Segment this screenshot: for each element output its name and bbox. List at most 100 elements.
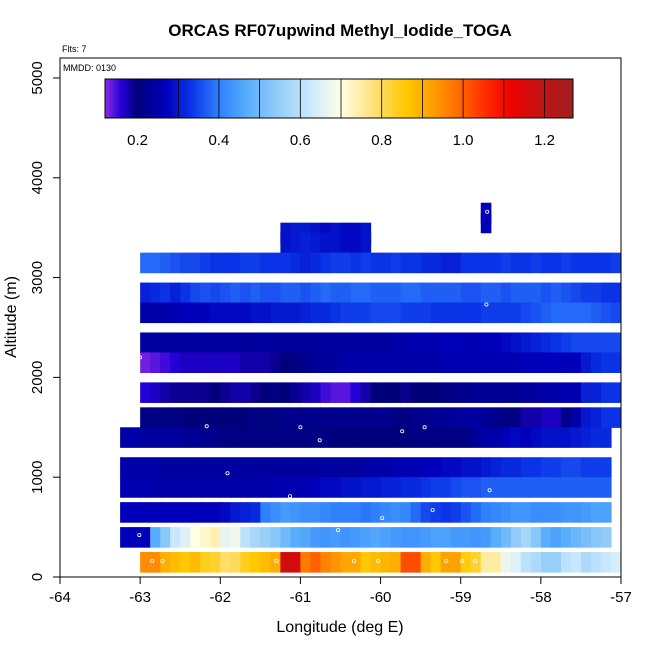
heatmap-cell bbox=[200, 427, 211, 448]
colorbar-tick-label: 0.8 bbox=[371, 132, 392, 149]
heatmap-cell bbox=[420, 302, 432, 324]
heatmap-cell bbox=[390, 302, 402, 324]
heatmap-cell bbox=[510, 502, 522, 523]
heatmap-cell bbox=[490, 382, 502, 403]
heatmap-cell bbox=[500, 527, 512, 548]
heatmap-cell bbox=[590, 252, 602, 274]
heatmap-cell bbox=[390, 382, 402, 403]
heatmap-cell bbox=[510, 527, 522, 548]
heatmap-cell bbox=[260, 457, 271, 478]
heatmap-cell bbox=[360, 232, 372, 254]
heatmap-cell bbox=[340, 282, 352, 304]
heatmap-cell bbox=[370, 282, 382, 304]
heatmap-cell bbox=[560, 552, 572, 573]
heatmap-cell bbox=[140, 332, 151, 354]
heatmap-cell bbox=[460, 527, 472, 548]
heatmap-cell bbox=[190, 382, 201, 403]
heatmap-cell bbox=[560, 407, 572, 428]
heatmap-cell bbox=[120, 427, 131, 448]
heatmap-cell bbox=[600, 552, 612, 573]
heatmap-cell bbox=[260, 382, 271, 403]
heatmap-cell bbox=[160, 332, 171, 354]
heatmap-cell bbox=[340, 302, 352, 324]
heatmap-cell bbox=[470, 502, 482, 523]
heatmap-cell bbox=[480, 552, 492, 573]
heatmap-cell bbox=[200, 282, 211, 304]
heatmap-cell bbox=[570, 302, 582, 324]
colorbar-tick-label: 1.0 bbox=[453, 132, 474, 149]
heatmap-cell bbox=[360, 552, 372, 573]
heatmap-cell bbox=[200, 382, 211, 403]
heatmap-cell bbox=[130, 427, 141, 448]
heatmap-cell bbox=[450, 282, 462, 304]
heatmap-cell bbox=[200, 477, 211, 498]
heatmap-cell bbox=[410, 457, 422, 478]
heatmap-cell bbox=[150, 352, 161, 373]
heatmap-cell bbox=[150, 477, 161, 498]
heatmap-cell bbox=[390, 552, 402, 573]
heatmap-cell bbox=[180, 282, 191, 304]
heatmap-cell bbox=[380, 477, 392, 498]
heatmap-cell bbox=[460, 302, 472, 324]
heatmap-cell bbox=[590, 382, 602, 403]
heatmap-cell bbox=[300, 252, 312, 274]
heatmap-cell bbox=[400, 552, 412, 573]
heatmap-cell bbox=[480, 407, 492, 428]
heatmap-cell bbox=[370, 302, 382, 324]
heatmap-cell bbox=[380, 332, 392, 354]
heatmap-cell bbox=[440, 352, 452, 373]
heatmap-cell bbox=[230, 427, 241, 448]
heatmap-cell bbox=[430, 427, 442, 448]
heatmap-cell bbox=[480, 382, 492, 403]
heatmap-cell bbox=[170, 427, 181, 448]
heatmap-cell bbox=[170, 282, 181, 304]
heatmap-cell bbox=[540, 552, 552, 573]
heatmap-cell bbox=[240, 477, 251, 498]
heatmap-cell bbox=[200, 527, 211, 548]
heatmap-cell bbox=[390, 352, 402, 373]
heatmap-cell bbox=[270, 407, 281, 428]
heatmap-cell bbox=[560, 252, 572, 274]
heatmap-cell bbox=[370, 407, 382, 428]
heatmap-cell bbox=[550, 527, 562, 548]
sample-point bbox=[485, 209, 490, 214]
heatmap-cell bbox=[480, 527, 492, 548]
heatmap-cell bbox=[480, 502, 492, 523]
heatmap-cell bbox=[260, 302, 271, 324]
heatmap-cell bbox=[140, 427, 151, 448]
heatmap-cell bbox=[540, 502, 552, 523]
heatmap-cell bbox=[510, 282, 522, 304]
heatmap-cell bbox=[530, 407, 542, 428]
sample-point bbox=[160, 559, 165, 564]
heatmap-cell bbox=[510, 252, 522, 274]
heatmap-cell bbox=[450, 502, 462, 523]
heatmap-cell bbox=[540, 427, 552, 448]
heatmap-cell bbox=[510, 552, 522, 573]
heatmap-cell bbox=[370, 352, 382, 373]
sample-point bbox=[150, 559, 155, 564]
heatmap-cell bbox=[220, 502, 231, 523]
heatmap-cell bbox=[120, 457, 131, 478]
y-tick-label: 5000 bbox=[29, 61, 46, 94]
sample-point bbox=[137, 533, 142, 538]
heatmap-cell bbox=[290, 407, 302, 428]
heatmap-cell bbox=[410, 407, 422, 428]
heatmap-cell bbox=[170, 527, 181, 548]
sample-point bbox=[225, 471, 230, 476]
heatmap-cell bbox=[400, 302, 412, 324]
heatmap-cell bbox=[520, 252, 532, 274]
heatmap-cell bbox=[280, 427, 292, 448]
heatmap-cell bbox=[580, 457, 592, 478]
heatmap-cell bbox=[440, 407, 452, 428]
x-tick-label: -62 bbox=[209, 589, 231, 606]
heatmap-cell bbox=[380, 407, 392, 428]
heatmap-cell bbox=[410, 352, 422, 373]
heatmap-cell bbox=[360, 282, 372, 304]
heatmap-cell bbox=[480, 457, 492, 478]
heatmap-cell bbox=[510, 427, 522, 448]
heatmap-cell bbox=[350, 302, 362, 324]
heatmap-cell bbox=[350, 252, 362, 274]
heatmap-cell bbox=[490, 282, 502, 304]
heatmap-cell bbox=[320, 282, 332, 304]
date-note: MMDD: 0130 bbox=[63, 63, 116, 73]
